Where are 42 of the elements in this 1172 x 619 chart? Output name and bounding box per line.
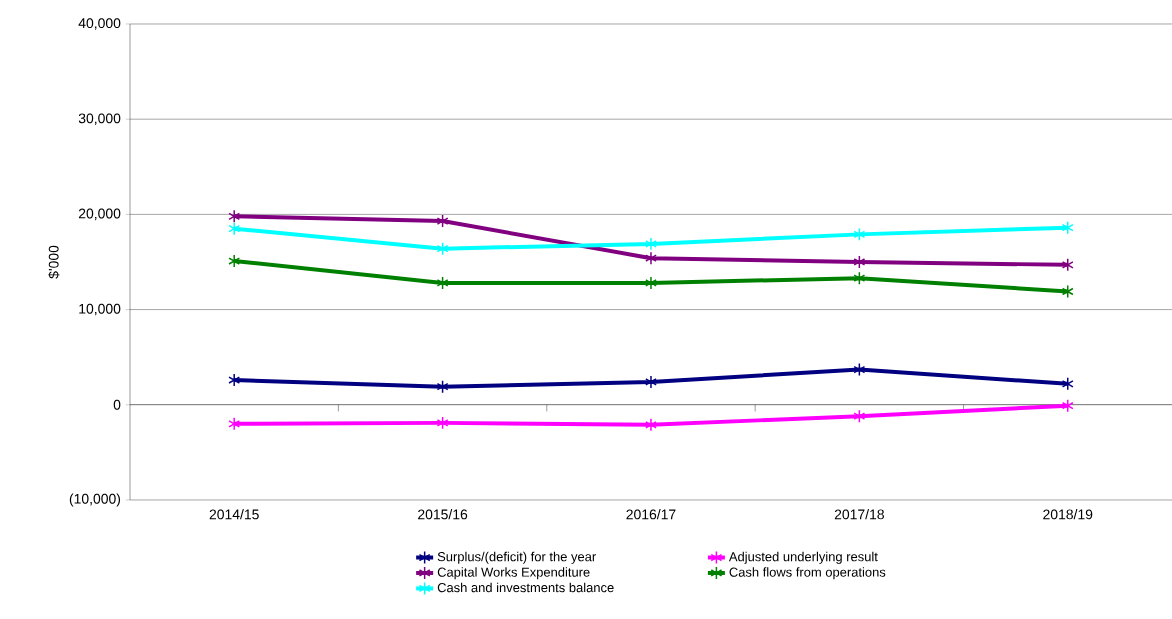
legend-label: Capital Works Expenditure	[437, 567, 590, 580]
legend-label: Surplus/(deficit) for the year	[437, 551, 596, 564]
point	[645, 237, 657, 251]
point	[436, 379, 449, 394]
point	[436, 241, 449, 256]
point	[1061, 220, 1074, 235]
point	[228, 254, 241, 268]
x-tick-label: 2014/15	[209, 509, 259, 520]
x-tick-label: 2018/19	[1043, 509, 1093, 520]
y-tick-label: 10,000	[79, 303, 121, 316]
y-axis-title: $'000	[48, 245, 60, 279]
point	[645, 251, 657, 265]
legend-label: Cash flows from operations	[729, 567, 886, 580]
point	[1061, 399, 1074, 413]
x-tick-label: 2016/17	[626, 509, 676, 520]
x-tick-label: 2017/18	[834, 509, 884, 520]
point	[436, 214, 449, 228]
point	[853, 255, 866, 269]
y-tick-label: 0	[113, 399, 121, 410]
point	[436, 416, 449, 430]
point	[853, 271, 866, 285]
point	[228, 373, 241, 387]
point	[228, 417, 241, 431]
y-tick-label: (10,000)	[69, 493, 121, 507]
point	[645, 418, 657, 432]
y-tick-label: 20,000	[78, 208, 121, 221]
point	[853, 409, 866, 423]
point	[228, 209, 241, 224]
point	[1061, 284, 1074, 299]
point	[1061, 377, 1074, 391]
y-tick-label: 30,000	[78, 113, 121, 125]
legend-label: Cash and investments balance	[437, 582, 614, 593]
point	[436, 276, 449, 290]
x-tick-label: 2015/16	[418, 509, 468, 520]
point	[228, 221, 241, 236]
point	[645, 375, 657, 389]
point	[853, 227, 866, 242]
legend-label: Adjusted underlying result	[728, 551, 878, 564]
point	[645, 276, 657, 290]
y-tick-label: 40,000	[78, 18, 121, 30]
point	[1061, 258, 1074, 272]
point	[853, 362, 866, 377]
